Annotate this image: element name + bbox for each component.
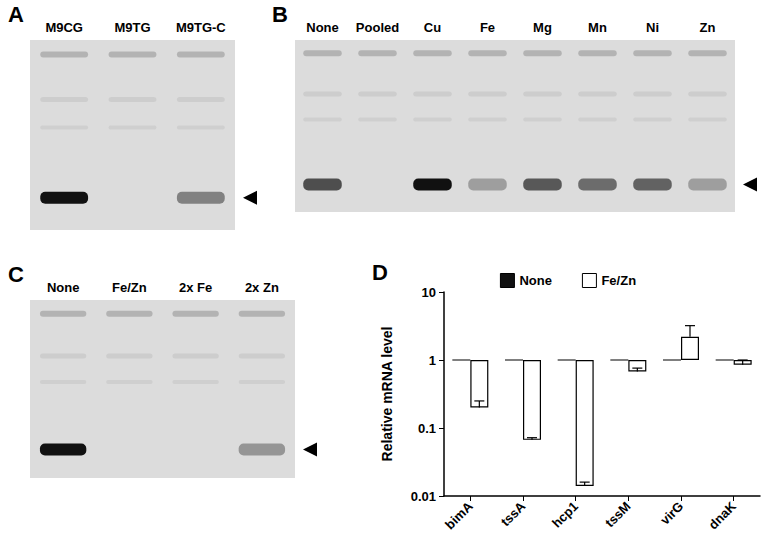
- svg-text:Ni: Ni: [646, 20, 659, 35]
- svg-text:M9TG-C: M9TG-C: [176, 20, 226, 35]
- svg-text:virG: virG: [657, 499, 686, 528]
- svg-text:Pooled: Pooled: [356, 20, 399, 35]
- svg-text:M9TG: M9TG: [114, 20, 150, 35]
- svg-text:D: D: [372, 260, 388, 285]
- svg-text:Relative mRNA level: Relative mRNA level: [379, 327, 395, 462]
- svg-text:A: A: [8, 2, 24, 27]
- svg-text:None: None: [47, 280, 80, 295]
- svg-text:tssM: tssM: [602, 499, 634, 531]
- svg-text:bimA: bimA: [442, 498, 476, 532]
- svg-text:Cu: Cu: [424, 20, 441, 35]
- svg-text:None: None: [519, 273, 552, 288]
- svg-text:Mg: Mg: [533, 20, 552, 35]
- svg-text:10: 10: [422, 285, 436, 300]
- svg-text:0.01: 0.01: [411, 489, 436, 504]
- svg-text:2x Fe: 2x Fe: [179, 280, 212, 295]
- svg-text:Fe: Fe: [480, 20, 495, 35]
- svg-text:1: 1: [429, 353, 436, 368]
- svg-text:2x Zn: 2x Zn: [245, 280, 279, 295]
- svg-text:Mn: Mn: [588, 20, 607, 35]
- svg-text:B: B: [272, 2, 288, 27]
- svg-text:Fe/Zn: Fe/Zn: [601, 273, 636, 288]
- svg-text:Fe/Zn: Fe/Zn: [112, 280, 147, 295]
- svg-text:hcp1: hcp1: [549, 499, 581, 531]
- svg-text:0.1: 0.1: [418, 421, 436, 436]
- svg-text:Zn: Zn: [700, 20, 716, 35]
- svg-text:C: C: [8, 262, 24, 287]
- svg-text:dnaK: dnaK: [705, 498, 739, 532]
- svg-text:tssA: tssA: [498, 498, 529, 529]
- svg-text:None: None: [306, 20, 339, 35]
- svg-text:M9CG: M9CG: [45, 20, 83, 35]
